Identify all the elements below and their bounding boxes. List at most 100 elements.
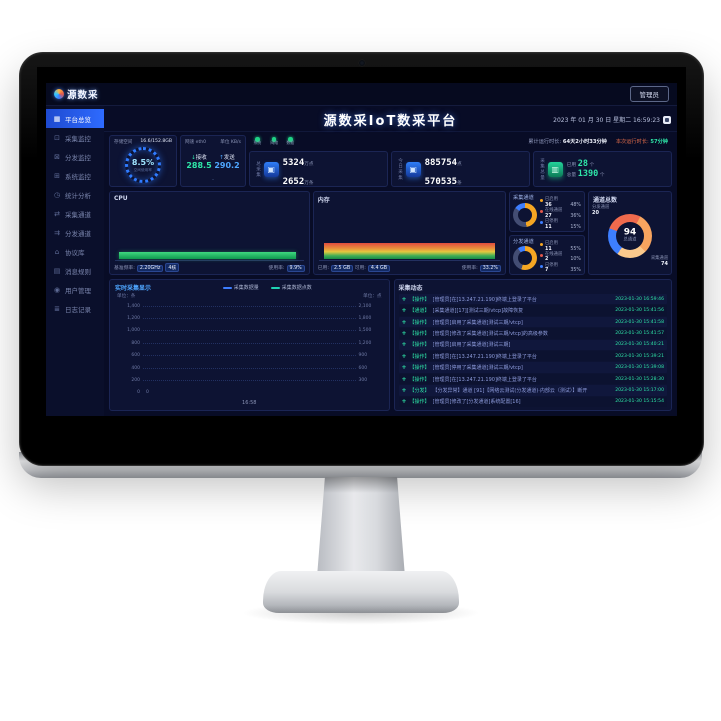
plus-icon: + [401,386,407,394]
runtime-info: 累计运行时长: 64天2小时33分钟 本次运行时长: 57分钟 [528,139,668,145]
plus-icon: + [401,398,407,406]
blue-line-icon [222,286,232,289]
storage-label: 存储空间 [114,140,133,145]
legend-item: 已停用 11 15% [540,220,581,230]
network-footer: - [212,177,214,183]
dispatch-count-label: 分发通道 20 [592,205,610,217]
sidebar-item-system-monitor[interactable]: ⊞ 系统监控 [54,171,91,181]
activity-row: + 【操作】 [管理员]在[13.247.21.190]终端上登录了平台 2023-0… [398,351,667,362]
send-label: 发送 [223,154,235,161]
blue-bullet-icon [540,221,543,225]
legend-series-points[interactable]: 采集数据点数 [270,284,312,291]
green-dot-icon [288,137,293,142]
activity-row: + 【通道】 [采集通道][17][测试三期/vtcp]故障恢复 2023-01-30… [398,305,667,316]
cpu-title: CPU [114,195,128,202]
app-logo: 源数采 [54,87,99,101]
left-axis-unit: 单位：条 [117,294,136,299]
memory-title: 内存 [317,197,330,204]
imac-screen: 源数采 管理员 ▦ 平台总览 ⊡ 采集监控 ⊠ 分发监控 ⊞ 系统监控 ◷ 统计分析 ⇄ 采… [37,67,686,451]
title-bar: 源数采IoT数采平台 2023 年 01 月 30 日 星期二 16:59:23 [104,106,677,132]
plus-icon: + [401,352,407,360]
sidebar-item-overview[interactable]: ▦ 平台总览 [46,109,104,128]
legend-item: 在线通道 27 36% [540,209,581,219]
log-icon: ≣ [54,304,60,313]
cpu-panel: CPU 基准频率: 2.20GHz 4核 使用率: 9.9% [109,191,310,275]
x-axis-tick: 16:58 [242,400,257,406]
system-icon: ⊞ [54,171,60,180]
activity-row: + 【操作】 [管理员]修改了采集通道[测试三期/vtcp]的高级参数 2023-01… [398,328,667,339]
activity-row: + 【操作】 [管理员]启用了采集通道[测试三期/vtcp] 2023-01-30 1… [398,316,667,328]
activity-row: + 【操作】 [管理员]在[13.247.21.190]终端上登录了平台 2023-0… [398,373,667,385]
storage-percent: 8.5% [131,157,155,167]
legend-series-volume[interactable]: 采集数据量 [222,284,259,291]
plus-icon: + [401,307,407,315]
orange-bullet-icon [540,242,543,246]
storage-gauge: 8.5% 空间使用率 [125,147,161,183]
imac-stand-base [263,571,459,613]
sidebar-item-protocol-lib[interactable]: ⌂ 协议库 [54,247,85,257]
grid-icon: ▦ [53,114,61,123]
recv-value: 288.5 [186,160,212,170]
sidebar-item-statistics[interactable]: ◷ 统计分析 [53,190,91,200]
monitor-icon: ⊠ [54,152,60,161]
channel-icon: ⇄ [54,209,60,218]
database-icon: ▣ [263,161,279,177]
page-title: 源数采IoT数采平台 [323,114,458,129]
legend-item: 在线通道 2 10% [540,252,581,263]
sidebar-item-collect-channel[interactable]: ⇄ 采集通道 [54,209,91,219]
webcam-dot [358,60,365,66]
chart-grid: 1,400 2,100 1,200 1,800 1,000 1,500 800 1,20… [115,300,384,399]
library-icon: ⌂ [54,247,60,256]
cpu-chart [115,204,304,261]
sidebar-item-dispatch-channel[interactable]: ⇉ 分发通道 [54,228,91,238]
sidebar-item-user-management[interactable]: ◉ 用户管理 [53,285,91,295]
sidebar-nav: ▦ 平台总览 ⊡ 采集监控 ⊠ 分发监控 ⊞ 系统监控 ◷ 统计分析 ⇄ 采集通道 ⇉ 分发通… [46,106,104,416]
collect-count-label: 采集通道 74 [650,255,668,267]
datetime-text: 2023 年 01 月 30 日 星期二 16:59:23 [553,117,660,124]
total-collect-card: 总采集 ▣ 5324万点 2652万条 [249,151,388,187]
activity-row: + 【操作】 [管理员]修改了[分发通道]系统配置[16] 2023-01-30 15… [398,396,667,408]
app-topbar: 源数采 管理员 [46,83,677,106]
admin-button[interactable]: 管理员 [629,86,669,102]
green-dot-icon [271,137,277,142]
realtime-chart-panel: 实时采集显示 采集数据量 采集数据点数 单位：条 单位：点 [109,279,390,411]
plus-icon: + [401,375,407,383]
green-dot-icon [255,137,260,142]
channel-icon: ⇉ [54,228,60,237]
cpu-freq: 基准频率: 2.20GHz 4核 [114,263,180,272]
sidebar-item-collect-monitor[interactable]: ⊡ 采集监控 [54,133,91,143]
memory-panel: 内存 已用: 2.5 GB 可用: 4.4 GB 使用率: 33.2% [312,191,506,275]
today-collect-card: 今日采集 ▣ 885754点 570535条 [391,151,530,187]
capacity-card: 采集总量 ▥ 已用 28 个 总量 1390 个 [533,151,672,187]
collect-channels-panel: 采集通道 已启用 36 48% [509,191,585,232]
sidebar-item-dispatch-monitor[interactable]: ⊠ 分发监控 [54,152,91,162]
plus-icon: + [401,318,407,326]
sidebar-item-logs[interactable]: ≣ 日志记录 [54,304,91,314]
network-label: 网速 eth0 [185,140,207,145]
sidebar-item-message-rules[interactable]: ▤ 消息规则 [53,266,91,276]
recv-label: 接收 [195,154,207,161]
plus-icon: + [401,329,407,337]
fullscreen-icon[interactable] [663,115,671,124]
red-bullet-icon [540,253,543,257]
send-value: 290.2 [214,160,240,170]
channel-total-value: 94 [623,227,637,238]
iot-dashboard: 源数采 管理员 ▦ 平台总览 ⊡ 采集监控 ⊠ 分发监控 ⊞ 系统监控 ◷ 统计分析 ⇄ 采… [46,83,677,416]
activity-row: + 【操作】 [管理员]启用了采集通道[测试三期] 2023-01-30 15:40:… [398,339,667,351]
red-bullet-icon [540,210,543,214]
channel-total-panel: 通道总数 94 总通道 分发通道 20 采集通道 74 [588,191,672,275]
logo-text: 源数采 [67,90,99,101]
memory-usage-band [324,243,495,259]
activity-row: + 【操作】 [管理员]在[13.247.21.190]终端上登录了平台 2023-0… [398,294,667,305]
status-system: 系统 [253,137,262,146]
monitor-icon: ⊡ [54,133,60,142]
upload-arrow-icon: ↑ [219,154,224,161]
plus-icon: + [401,364,407,372]
legend-item: 已停用 7 35% [540,263,581,274]
memory-usage: 使用率: 33.2% [462,264,501,272]
legend-item: 已启用 11 55% [540,241,581,252]
activity-list[interactable]: + 【操作】 [管理员]在[13.247.21.190]终端上登录了平台 2023-0… [398,294,667,408]
status-data: 数据 [286,137,295,146]
rules-icon: ▤ [53,266,61,275]
